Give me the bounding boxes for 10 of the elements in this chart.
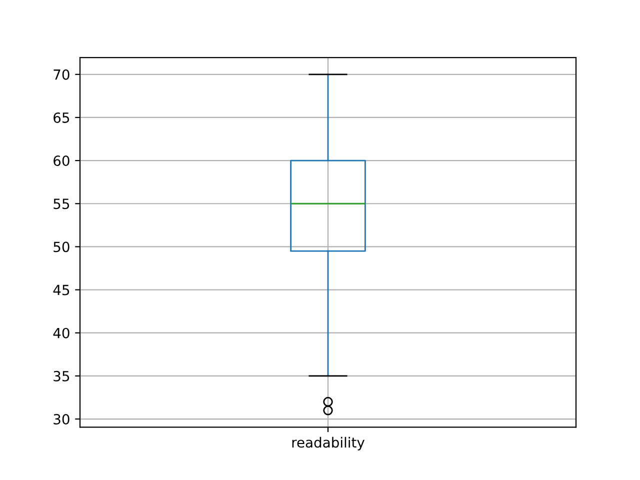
y-tick-label: 45 [53,284,70,296]
y-tick-label: 40 [53,328,70,338]
y-tick-label: 55 [54,198,70,210]
y-tick-label: 30 [54,414,70,424]
y-tick-label: 60 [54,156,70,166]
y-tick-label: 65 [54,112,70,123]
x-tick-label: readability [292,436,365,450]
y-tick-label: 50 [54,242,70,252]
y-tick-label: 35 [54,370,70,382]
y-tick-label: 70 [54,69,70,80]
